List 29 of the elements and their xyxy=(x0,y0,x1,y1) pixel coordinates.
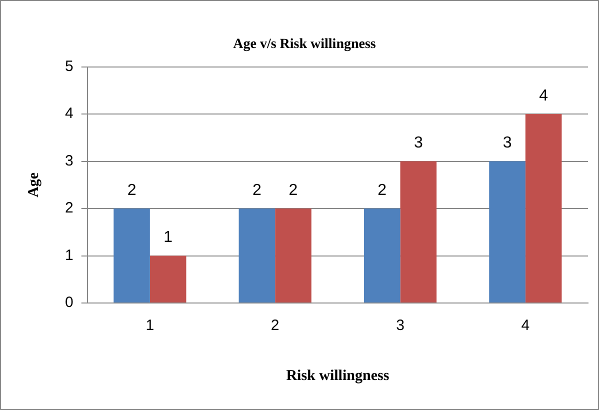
y-tick-label: 0 xyxy=(65,294,74,312)
y-tick-label: 3 xyxy=(65,152,74,170)
data-label: 2 xyxy=(378,182,387,199)
x-axis-title: Risk willingness xyxy=(286,368,390,384)
data-label: 3 xyxy=(502,134,512,152)
bar xyxy=(400,161,437,302)
x-tick-label: 3 xyxy=(396,317,404,334)
data-label: 2 xyxy=(127,182,136,199)
x-tick-label: 1 xyxy=(146,317,154,334)
bar xyxy=(364,208,400,302)
y-axis-title: Age xyxy=(26,172,42,198)
y-tick-label: 1 xyxy=(65,246,74,264)
bar xyxy=(150,256,186,302)
bar xyxy=(489,161,526,302)
x-tick-label: 4 xyxy=(521,317,530,334)
bar xyxy=(275,208,312,302)
bar xyxy=(238,208,276,302)
chart-title: Age v/s Risk willingness xyxy=(233,37,376,52)
data-label: 3 xyxy=(414,134,423,152)
y-tick-label: 4 xyxy=(65,105,74,122)
data-label: 2 xyxy=(288,182,298,199)
bar xyxy=(114,208,150,302)
data-label: 4 xyxy=(539,87,548,104)
data-label: 2 xyxy=(252,182,262,199)
data-label: 1 xyxy=(164,229,173,246)
bar xyxy=(525,114,562,302)
x-tick-label: 2 xyxy=(270,317,280,334)
y-tick-label: 5 xyxy=(65,58,74,75)
y-tick-label: 2 xyxy=(65,200,74,217)
